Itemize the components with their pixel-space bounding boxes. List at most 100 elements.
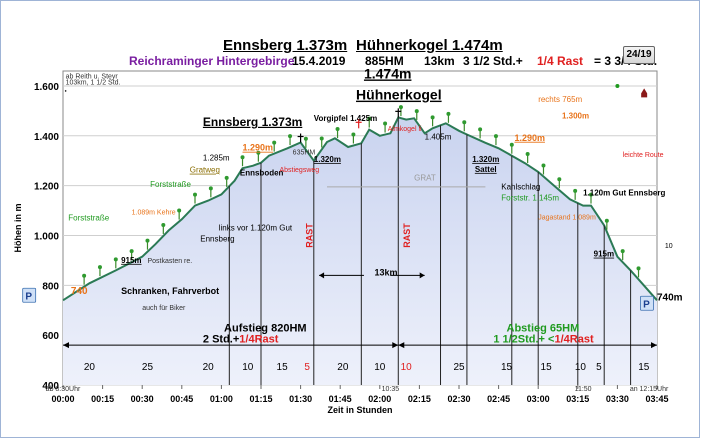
marker-dot bbox=[64, 90, 67, 92]
summary-rest: 1/4Rast bbox=[554, 334, 593, 346]
y-tick-label: 1.200 bbox=[34, 182, 59, 193]
tree-crown bbox=[319, 136, 324, 141]
chart-label: Ennsberg 1.373m bbox=[203, 115, 302, 129]
chart-label: Sattel bbox=[475, 165, 497, 174]
tree-crown bbox=[193, 192, 197, 197]
section-minutes: 25 bbox=[453, 362, 465, 373]
tree-crown bbox=[129, 249, 134, 254]
chart-label: Postkasten re. bbox=[147, 258, 192, 265]
chart-label: 915m bbox=[121, 256, 141, 265]
ascent-arrow-head bbox=[392, 342, 399, 349]
page-badge: 24/19 bbox=[623, 46, 655, 64]
chart-label: 10 bbox=[665, 243, 673, 250]
chart-label: ab Reith u. Steyr bbox=[66, 73, 119, 80]
chart-label: Ennsberg bbox=[200, 235, 234, 244]
rast-marker: RAST bbox=[305, 223, 315, 248]
x-tick-label: 02:15 bbox=[408, 394, 431, 404]
chart-label: leichte Route bbox=[623, 152, 664, 159]
x-tick-label: 03:45 bbox=[645, 394, 668, 404]
y-tick-label: 1.000 bbox=[34, 231, 59, 242]
tree-crown bbox=[446, 111, 451, 116]
chart-label: Schranken, Fahrverbot bbox=[121, 286, 219, 296]
marker-dot bbox=[615, 83, 620, 88]
chart-label: Abstieg 65HM bbox=[507, 322, 580, 334]
chart-label: 1.285m bbox=[203, 154, 230, 163]
chart-label: Hühnerkogel bbox=[356, 87, 442, 103]
ascent-arrow-head bbox=[63, 342, 69, 349]
descent-arrow-head bbox=[651, 342, 657, 349]
x-tick-label: 02:30 bbox=[447, 394, 470, 404]
tree-crown bbox=[398, 105, 403, 110]
chart-label: 1.290m bbox=[243, 143, 274, 153]
y-tick-label: 400 bbox=[42, 381, 59, 392]
chart-label: Abstiegsweg bbox=[279, 167, 319, 174]
tree-crown bbox=[620, 249, 625, 254]
parking-letter: P bbox=[643, 299, 650, 310]
x-tick-label: 01:30 bbox=[289, 394, 312, 404]
time-stamp: ab 8:30Uhr bbox=[46, 386, 81, 393]
hut-icon bbox=[641, 88, 648, 98]
chart-label: 1.474m bbox=[364, 65, 411, 81]
time-stamp: an 12:15Uhr bbox=[630, 386, 669, 393]
chart-label: Gratweg bbox=[190, 166, 220, 175]
x-tick-label: 02:00 bbox=[368, 394, 391, 404]
tree-crown bbox=[557, 177, 562, 182]
subtitle-km: 13km bbox=[424, 54, 455, 68]
section-minutes: 15 bbox=[541, 362, 553, 373]
tree-crown bbox=[367, 116, 372, 121]
tree-crown bbox=[462, 120, 467, 125]
tree-crown bbox=[113, 257, 118, 262]
tree-crown bbox=[541, 163, 546, 168]
tree-crown bbox=[604, 218, 609, 223]
chart-label: 1.320m bbox=[314, 155, 341, 164]
chart-label: Kahlschlag bbox=[501, 182, 540, 191]
chart-label: rechts 765m bbox=[538, 95, 582, 104]
y-tick-label: 1.400 bbox=[34, 132, 59, 143]
chart-label: Vorgipfel 1.425m bbox=[314, 114, 377, 123]
tree-crown bbox=[208, 186, 213, 191]
subtitle-date: 15.4.2019 bbox=[292, 54, 346, 68]
subtitle-hm: 885HM bbox=[365, 54, 404, 68]
tree-crown bbox=[636, 266, 641, 271]
chart-label: 740 bbox=[71, 286, 88, 297]
summary-label: 1 1/2Std.+ <1/4Rast bbox=[493, 334, 594, 346]
tree-crown bbox=[430, 115, 435, 120]
section-minutes: 10 bbox=[575, 362, 587, 373]
chart-label: 1.320m bbox=[472, 155, 499, 164]
tree-crown bbox=[351, 132, 356, 137]
tree-crown bbox=[509, 142, 514, 147]
chart-label: Forststraße bbox=[68, 214, 109, 223]
x-tick-label: 02:45 bbox=[487, 394, 510, 404]
section-minutes: 25 bbox=[142, 362, 154, 373]
elevation-area bbox=[63, 117, 657, 386]
chart-label: 740m bbox=[657, 292, 683, 303]
tree-crown bbox=[82, 273, 87, 278]
time-stamp: 10:35 bbox=[382, 386, 400, 393]
chart-label: 103km, 1 1/2 Std. bbox=[66, 80, 121, 87]
x-tick-label: 01:15 bbox=[249, 394, 272, 404]
chart-label: 1.290m bbox=[514, 133, 545, 143]
subtitle-area: Reichraminger Hintergebirge bbox=[129, 54, 295, 68]
x-tick-label: 01:00 bbox=[210, 394, 233, 404]
tree-crown bbox=[256, 150, 261, 155]
summary-rest: 1/4Rast bbox=[239, 334, 278, 346]
y-tick-label: 800 bbox=[42, 281, 59, 292]
chart-label: Aufstieg 820HM bbox=[224, 322, 307, 334]
tree-crown bbox=[272, 140, 277, 145]
tree-crown bbox=[224, 175, 229, 180]
rast-marker: RAST bbox=[402, 223, 412, 248]
distance-arrow bbox=[319, 272, 325, 279]
x-axis-title: Zeit in Stunden bbox=[328, 405, 393, 415]
chart-label: Forststraße bbox=[150, 180, 191, 189]
tree-crown bbox=[303, 136, 308, 141]
chart-label: 915m bbox=[594, 250, 614, 259]
section-minutes: 15 bbox=[501, 362, 513, 373]
summary-label: 2 Std.+1/4Rast bbox=[203, 334, 279, 346]
y-tick-label: 1.600 bbox=[34, 82, 59, 93]
subtitle-time: 3 1/2 Std.+ bbox=[463, 54, 523, 68]
section-minutes: 15 bbox=[277, 362, 289, 373]
chart-label: 1.300m bbox=[562, 111, 589, 120]
chart-label: Forststr. 1.145m bbox=[501, 194, 559, 203]
tree-crown bbox=[589, 192, 593, 197]
